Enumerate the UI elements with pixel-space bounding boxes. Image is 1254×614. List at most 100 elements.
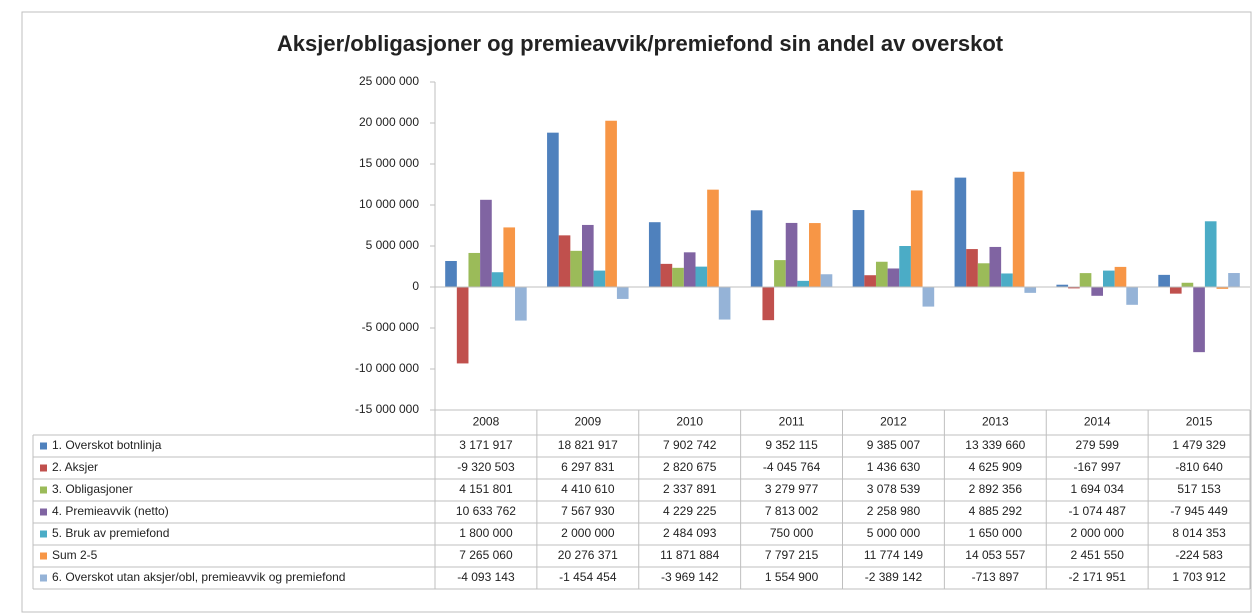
x-tick-label: 2010 (676, 415, 703, 429)
bar (875, 261, 888, 287)
bar (762, 287, 775, 321)
bar (1079, 273, 1092, 287)
legend-label: 5. Bruk av premiefond (52, 526, 169, 540)
table-cell: 279 599 (1075, 438, 1119, 452)
bar (954, 177, 967, 287)
table-cell: 13 339 660 (965, 438, 1025, 452)
bar (1216, 287, 1229, 289)
table-cell: 9 385 007 (867, 438, 921, 452)
legend-swatch (40, 530, 47, 538)
table-cell: -810 640 (1175, 460, 1223, 474)
table-cell: -4 045 764 (763, 460, 821, 474)
legend-label: 3. Obligasjoner (52, 482, 133, 496)
table-cell: -9 320 503 (457, 460, 515, 474)
bar (503, 227, 516, 287)
bar (695, 266, 708, 287)
legend-label: 4. Premieavvik (netto) (52, 504, 169, 518)
table-cell: 3 279 977 (765, 482, 819, 496)
bar (887, 268, 900, 287)
table-cell: -1 454 454 (559, 570, 617, 584)
y-tick-label: 10 000 000 (359, 197, 419, 211)
table-cell: 8 014 353 (1172, 526, 1226, 540)
table-cell: 18 821 917 (558, 438, 618, 452)
bar (1114, 266, 1127, 287)
bar (707, 189, 719, 287)
table-cell: 9 352 115 (765, 438, 818, 452)
bar (547, 132, 559, 287)
bar (1228, 273, 1240, 287)
bar (1103, 270, 1115, 287)
bar (570, 250, 582, 287)
table-cell: -167 997 (1074, 460, 1122, 474)
bar (672, 267, 684, 287)
bar (445, 260, 457, 287)
bar (809, 223, 821, 287)
table-cell: -7 945 449 (1170, 504, 1228, 518)
bar (1158, 274, 1170, 287)
table-cell: 2 337 891 (663, 482, 717, 496)
legend-swatch (40, 486, 47, 494)
table-cell: -224 583 (1175, 548, 1223, 562)
table-cell: 1 436 630 (867, 460, 921, 474)
legend-swatch (40, 574, 47, 582)
table-cell: 1 800 000 (459, 526, 513, 540)
bar (989, 246, 1002, 287)
table-cell: 1 694 034 (1070, 482, 1124, 496)
chart-border (21, 11, 1252, 613)
bar (922, 287, 935, 307)
bar (515, 287, 527, 321)
bar (648, 222, 661, 287)
table-cell: 7 797 215 (765, 548, 819, 562)
table-cell: 3 078 539 (867, 482, 921, 496)
table-cell: 4 625 909 (969, 460, 1023, 474)
bar (1169, 287, 1182, 294)
table-cell: 4 229 225 (663, 504, 717, 518)
table-cell: 14 053 557 (965, 548, 1025, 562)
legend-swatch (40, 464, 47, 472)
table-cell: -4 093 143 (457, 570, 515, 584)
table-cell: 2 451 550 (1070, 548, 1124, 562)
bar (1012, 171, 1025, 287)
table-cell: 2 258 980 (867, 504, 921, 518)
y-tick-label: 5 000 000 (366, 238, 420, 252)
legend-swatch (40, 552, 47, 560)
table-cell: 4 410 610 (561, 482, 615, 496)
bar (491, 272, 504, 287)
x-tick-label: 2015 (1186, 415, 1213, 429)
bar (1193, 287, 1205, 353)
bar (910, 190, 923, 287)
y-tick-label: 15 000 000 (359, 156, 419, 170)
bar (480, 199, 492, 287)
table-cell: 5 000 000 (867, 526, 921, 540)
x-tick-label: 2008 (473, 415, 500, 429)
y-tick-label: 25 000 000 (359, 74, 419, 88)
table-cell: 2 892 356 (969, 482, 1023, 496)
legend-label: 1. Overskot botnlinja (52, 438, 162, 452)
bar (593, 270, 606, 287)
bar (660, 263, 673, 287)
bar (899, 246, 911, 287)
bar (820, 274, 833, 287)
legend-swatch (40, 508, 47, 516)
table-cell: -1 074 487 (1068, 504, 1126, 518)
bar (558, 235, 571, 287)
table-cell: 2 000 000 (1070, 526, 1124, 540)
bar (1181, 282, 1194, 287)
y-tick-label: 0 (412, 279, 419, 293)
x-tick-label: 2012 (880, 415, 907, 429)
y-tick-label: -15 000 000 (355, 402, 419, 416)
table-cell: 2 820 675 (663, 460, 717, 474)
bar (1126, 287, 1138, 305)
bar (797, 280, 810, 287)
bar (1024, 287, 1037, 293)
y-tick-label: -5 000 000 (362, 320, 420, 334)
table-cell: 11 774 149 (864, 548, 923, 562)
y-tick-label: 20 000 000 (359, 115, 419, 129)
table-cell: -2 389 142 (865, 570, 923, 584)
bar (1204, 221, 1217, 287)
x-tick-label: 2014 (1084, 415, 1111, 429)
table-cell: 2 000 000 (561, 526, 615, 540)
table-cell: -2 171 951 (1068, 570, 1126, 584)
table-cell: 7 567 930 (561, 504, 615, 518)
